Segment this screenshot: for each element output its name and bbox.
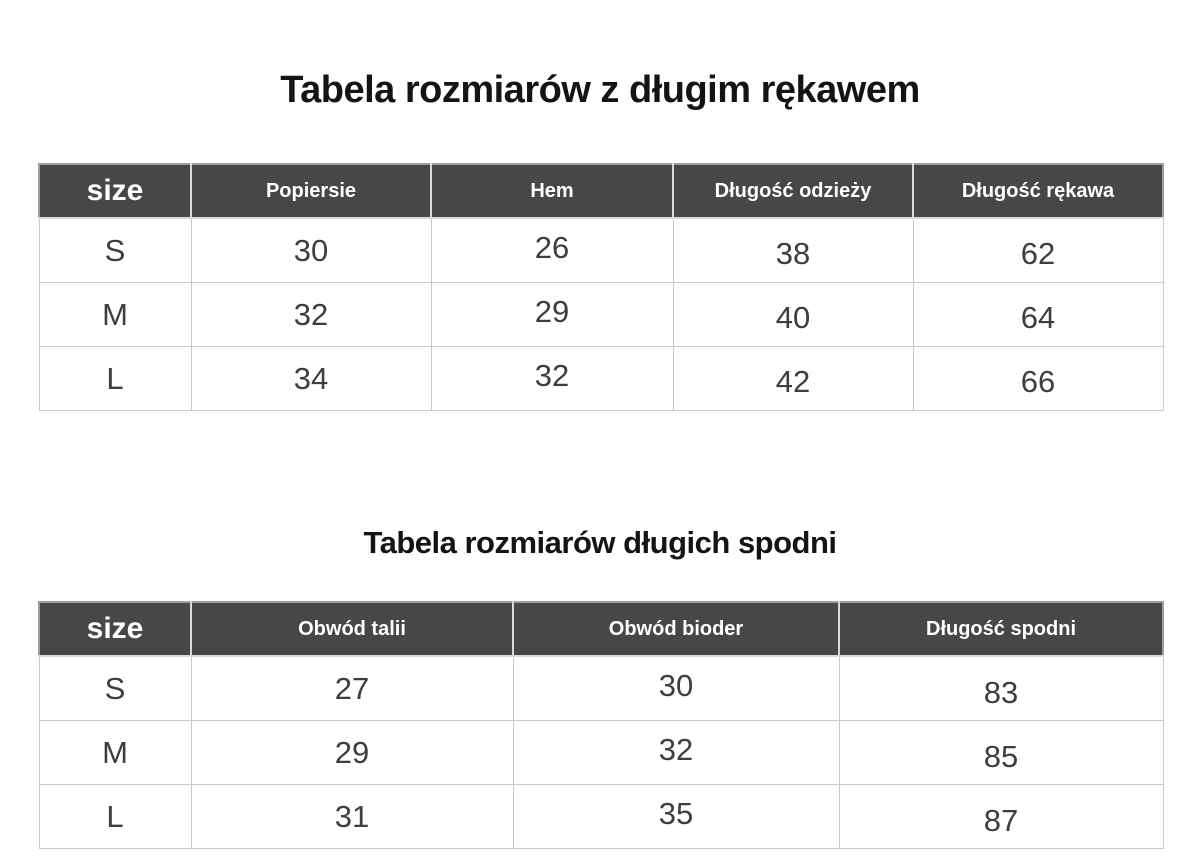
table-row-m: M 29 32 85 bbox=[38, 720, 1164, 785]
value-text: 87 bbox=[983, 802, 1019, 838]
value-cell: 87 bbox=[838, 784, 1164, 849]
value-text: 30 bbox=[658, 667, 694, 703]
long-sleeve-table-header: size Popiersie Hem Długość odzieży Długo… bbox=[38, 163, 1164, 219]
column-header-size: size bbox=[38, 163, 192, 219]
pants-table-body: S 27 30 83 M 29 32 85 L 31 35 87 bbox=[38, 655, 1164, 849]
value-cell: 32 bbox=[190, 282, 432, 347]
value-cell: 32 bbox=[512, 720, 840, 785]
size-label-cell: S bbox=[38, 655, 192, 721]
value-cell: 66 bbox=[912, 346, 1164, 411]
column-header-size: size bbox=[38, 601, 192, 657]
value-text: 32 bbox=[658, 731, 694, 767]
value-cell: 26 bbox=[430, 217, 674, 283]
value-cell: 40 bbox=[672, 282, 914, 347]
size-label-cell: L bbox=[38, 346, 192, 411]
value-cell: 34 bbox=[190, 346, 432, 411]
value-cell: 35 bbox=[512, 784, 840, 849]
value-cell: 32 bbox=[430, 346, 674, 411]
column-header-obwod-talii: Obwód talii bbox=[190, 601, 514, 657]
long-sleeve-table-body: S 30 26 38 62 M 32 29 40 64 L 34 32 42 6… bbox=[38, 217, 1164, 411]
pants-table-header: size Obwód talii Obwód bioder Długość sp… bbox=[38, 601, 1164, 657]
column-header-dlugosc-spodni: Długość spodni bbox=[838, 601, 1164, 657]
value-text: 66 bbox=[1020, 363, 1056, 399]
column-header-hem: Hem bbox=[430, 163, 674, 219]
header-row: size Popiersie Hem Długość odzieży Długo… bbox=[38, 163, 1164, 219]
column-header-obwod-bioder: Obwód bioder bbox=[512, 601, 840, 657]
value-cell: 29 bbox=[430, 282, 674, 347]
value-text: 32 bbox=[534, 357, 570, 393]
value-cell: 31 bbox=[190, 784, 514, 849]
value-text: 85 bbox=[983, 738, 1019, 774]
pants-size-table: size Obwód talii Obwód bioder Długość sp… bbox=[38, 601, 1164, 849]
value-text: 83 bbox=[983, 674, 1019, 710]
value-cell: 29 bbox=[190, 720, 514, 785]
column-header-dlugosc-odziezy: Długość odzieży bbox=[672, 163, 914, 219]
table-row-m: M 32 29 40 64 bbox=[38, 282, 1164, 347]
long-sleeve-size-table: size Popiersie Hem Długość odzieży Długo… bbox=[38, 163, 1164, 411]
value-cell: 42 bbox=[672, 346, 914, 411]
value-text: 38 bbox=[775, 235, 811, 271]
value-cell: 30 bbox=[512, 655, 840, 721]
value-cell: 27 bbox=[190, 655, 514, 721]
value-text: 35 bbox=[658, 795, 694, 831]
value-text: 62 bbox=[1020, 235, 1056, 271]
value-cell: 62 bbox=[912, 217, 1164, 283]
table-row-l: L 34 32 42 66 bbox=[38, 346, 1164, 411]
long-sleeve-table-title: Tabela rozmiarów z długim rękawem bbox=[280, 69, 920, 111]
value-text: 26 bbox=[534, 229, 570, 265]
table-row-s: S 30 26 38 62 bbox=[38, 217, 1164, 283]
size-label-cell: L bbox=[38, 784, 192, 849]
column-header-dlugosc-rekawa: Długość rękawa bbox=[912, 163, 1164, 219]
header-row: size Obwód talii Obwód bioder Długość sp… bbox=[38, 601, 1164, 657]
value-cell: 83 bbox=[838, 655, 1164, 721]
size-label-cell: S bbox=[38, 217, 192, 283]
table-row-l: L 31 35 87 bbox=[38, 784, 1164, 849]
pants-table-title: Tabela rozmiarów długich spodni bbox=[363, 525, 837, 560]
value-cell: 85 bbox=[838, 720, 1164, 785]
value-cell: 38 bbox=[672, 217, 914, 283]
size-label-cell: M bbox=[38, 720, 192, 785]
value-text: 64 bbox=[1020, 299, 1056, 335]
value-text: 42 bbox=[775, 363, 811, 399]
size-label-cell: M bbox=[38, 282, 192, 347]
value-cell: 64 bbox=[912, 282, 1164, 347]
column-header-popiersie: Popiersie bbox=[190, 163, 432, 219]
value-text: 29 bbox=[534, 293, 570, 329]
table-row-s: S 27 30 83 bbox=[38, 655, 1164, 721]
value-cell: 30 bbox=[190, 217, 432, 283]
value-text: 40 bbox=[775, 299, 811, 335]
